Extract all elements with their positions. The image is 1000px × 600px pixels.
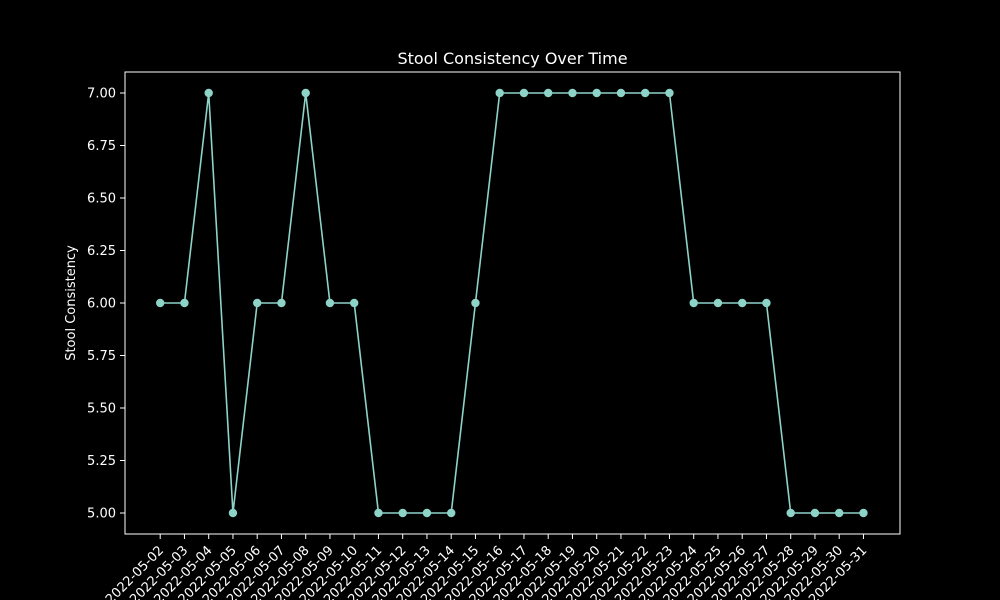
x-axis: 2022-05-022022-05-032022-05-042022-05-05…	[103, 534, 870, 600]
data-point	[156, 298, 165, 308]
y-tick-label: 5.25	[87, 454, 116, 469]
data-point	[277, 298, 286, 308]
data-point	[786, 508, 795, 518]
data-point	[471, 298, 480, 308]
plot-frame	[124, 71, 901, 535]
data-point	[665, 88, 674, 98]
data-point	[519, 88, 529, 98]
data-point	[180, 298, 189, 308]
data-point	[495, 88, 504, 98]
data-point	[810, 508, 820, 518]
data-point	[859, 508, 868, 518]
data-point	[689, 298, 698, 308]
data-point	[350, 298, 359, 308]
data-point	[544, 88, 553, 98]
chart-title: Stool Consistency Over Time	[397, 49, 627, 68]
y-tick-label: 6.75	[87, 139, 116, 154]
data-point	[228, 508, 238, 518]
y-tick-label: 6.00	[87, 297, 116, 312]
y-axis-label: Stool Consistency	[64, 245, 79, 361]
data-point	[374, 508, 383, 518]
data-point	[835, 508, 844, 518]
data-point	[738, 298, 747, 308]
series-stool-consistency	[156, 88, 868, 518]
data-point	[641, 88, 650, 98]
y-axis: 5.00 5.25 5.50 5.75 6.00 6.25 6.50 6.75 7.00	[87, 87, 125, 522]
y-tick-label: 6.50	[87, 192, 116, 207]
data-point	[447, 508, 456, 518]
data-point	[422, 508, 432, 518]
y-tick-label: 7.00	[87, 87, 116, 102]
data-point	[204, 88, 213, 98]
y-tick-label: 6.25	[87, 244, 116, 259]
data-point	[616, 88, 626, 98]
y-tick-label: 5.75	[87, 349, 116, 364]
data-point	[713, 298, 723, 308]
data-point	[325, 298, 335, 308]
data-point	[592, 88, 601, 98]
data-point	[301, 88, 310, 98]
data-point	[398, 508, 407, 518]
data-point	[253, 298, 262, 308]
data-point	[568, 88, 577, 98]
y-tick-label: 5.50	[87, 402, 116, 417]
data-point	[762, 298, 771, 308]
y-tick-label: 5.00	[87, 507, 116, 522]
